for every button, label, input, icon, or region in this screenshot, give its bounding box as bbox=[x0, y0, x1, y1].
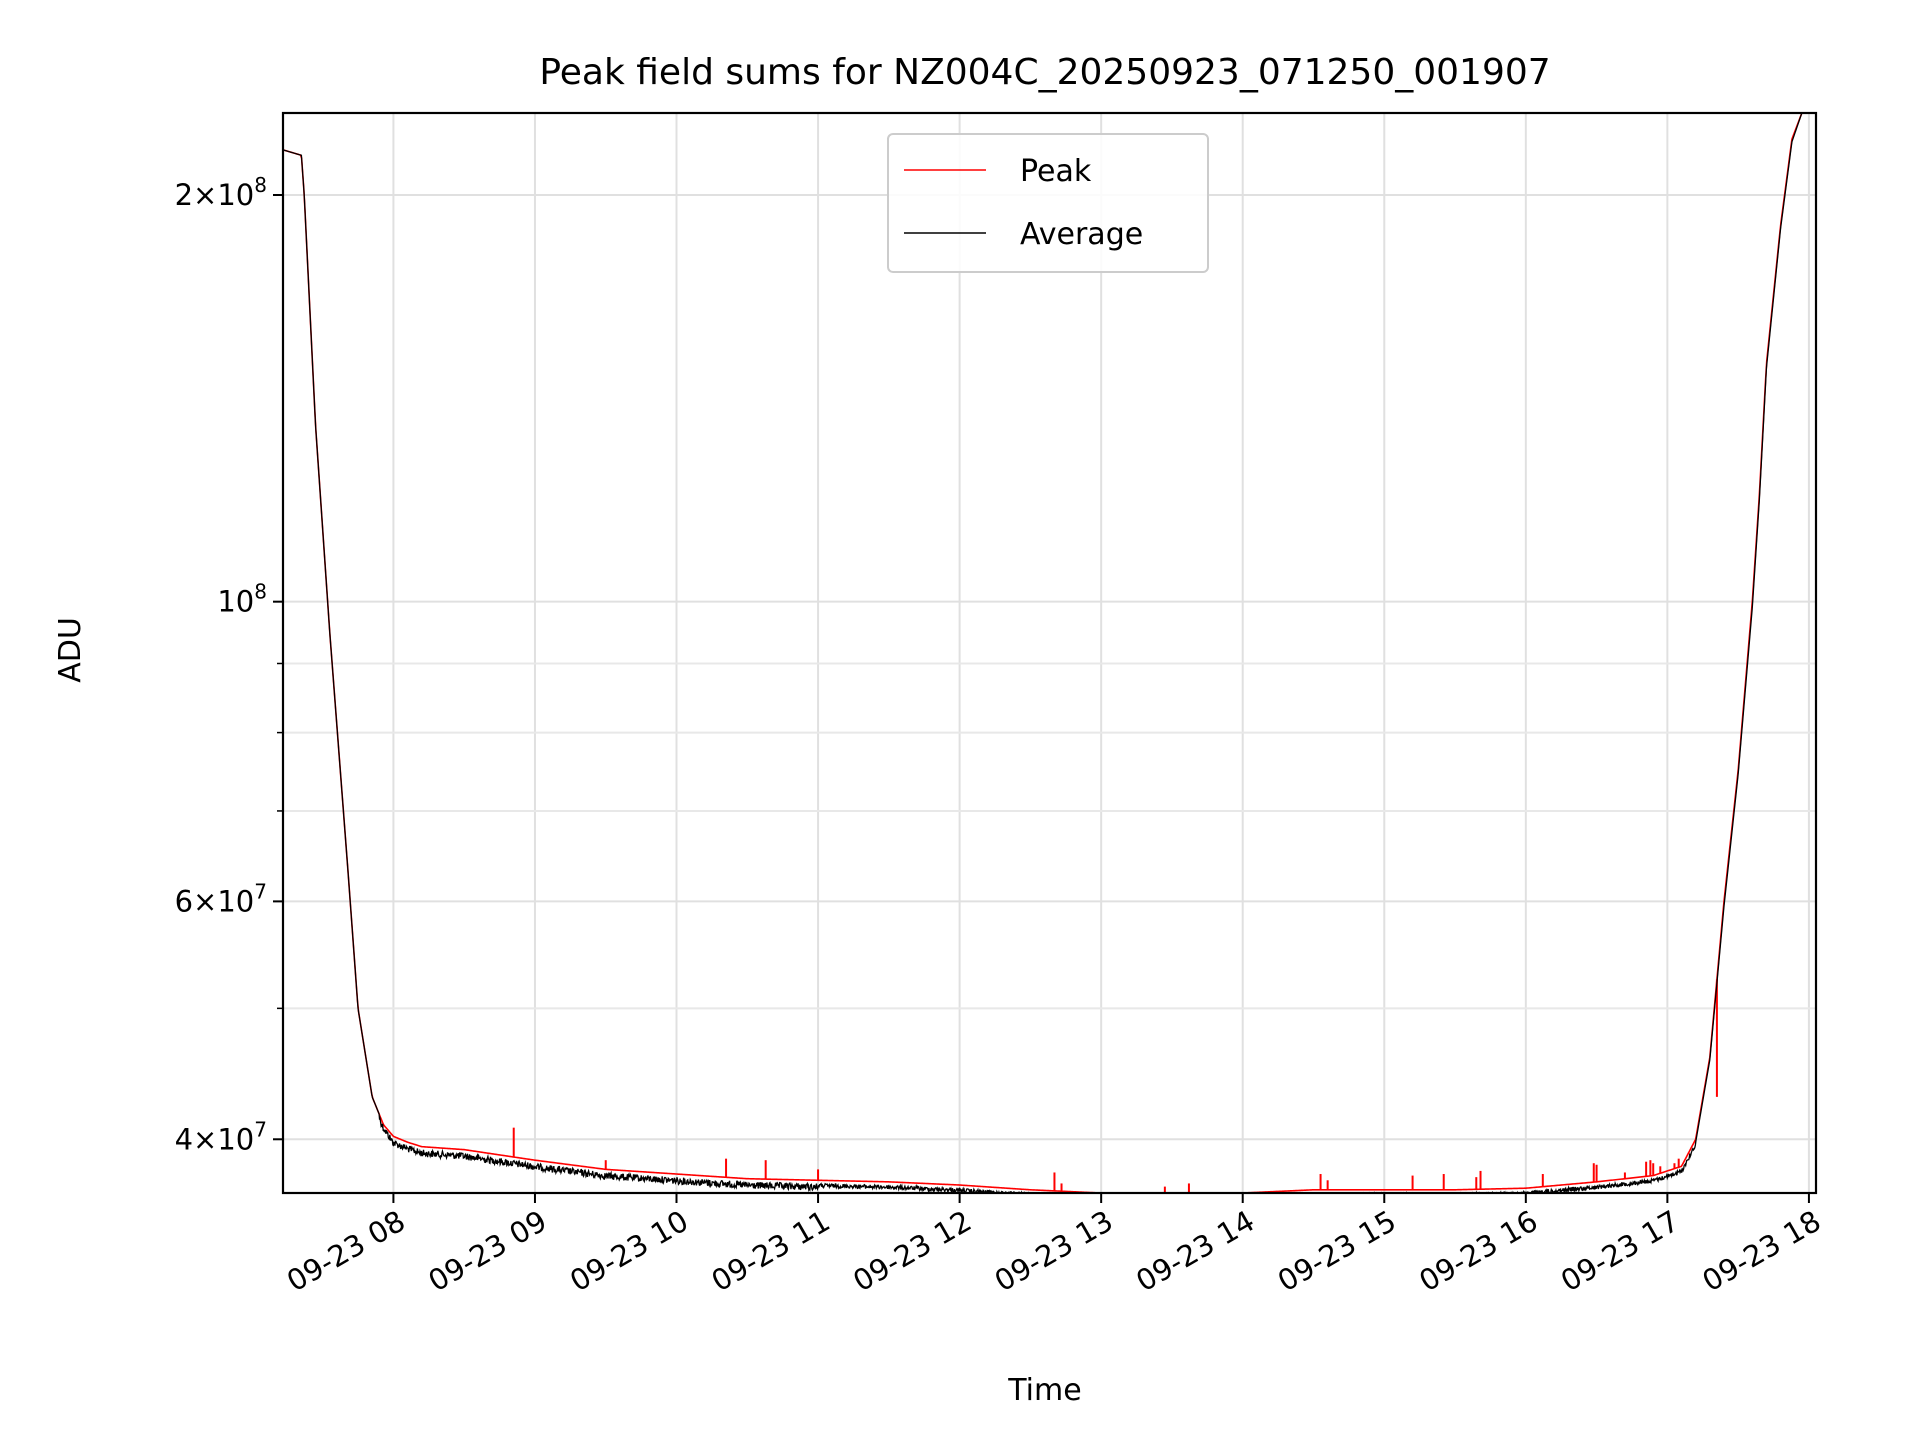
y-tick-label: 108 bbox=[217, 580, 267, 619]
y-tick-label-base: 6×10 bbox=[175, 884, 255, 918]
y-tick-label-exponent: 8 bbox=[254, 580, 267, 604]
series-line-peak bbox=[283, 113, 1816, 1193]
y-tick-label: 6×107 bbox=[175, 879, 267, 918]
series-line-average bbox=[283, 113, 1816, 1193]
y-tick-label-base: 2×10 bbox=[175, 178, 255, 212]
y-tick-label-exponent: 7 bbox=[254, 1117, 267, 1141]
y-tick-label-base: 10 bbox=[217, 585, 254, 619]
legend: Peak Average bbox=[887, 133, 1209, 273]
grid bbox=[283, 113, 1816, 1193]
y-tick-label: 4×107 bbox=[175, 1117, 267, 1156]
y-tick-label-base: 4×10 bbox=[175, 1122, 255, 1156]
y-tick-label-exponent: 7 bbox=[254, 879, 267, 903]
chart-title: Peak field sums for NZ004C_20250923_0712… bbox=[539, 52, 1550, 93]
plot-area bbox=[283, 113, 1816, 1193]
legend-box bbox=[887, 133, 1209, 273]
legend-label-average: Average bbox=[1020, 217, 1143, 252]
axes-frame bbox=[281, 111, 1818, 1195]
y-tick-label: 2×108 bbox=[175, 173, 267, 212]
x-axis-label: Time bbox=[1007, 1373, 1081, 1408]
y-axis-label: ADU bbox=[53, 617, 88, 683]
legend-label-peak: Peak bbox=[1020, 154, 1092, 189]
y-tick-label-exponent: 8 bbox=[254, 173, 267, 197]
